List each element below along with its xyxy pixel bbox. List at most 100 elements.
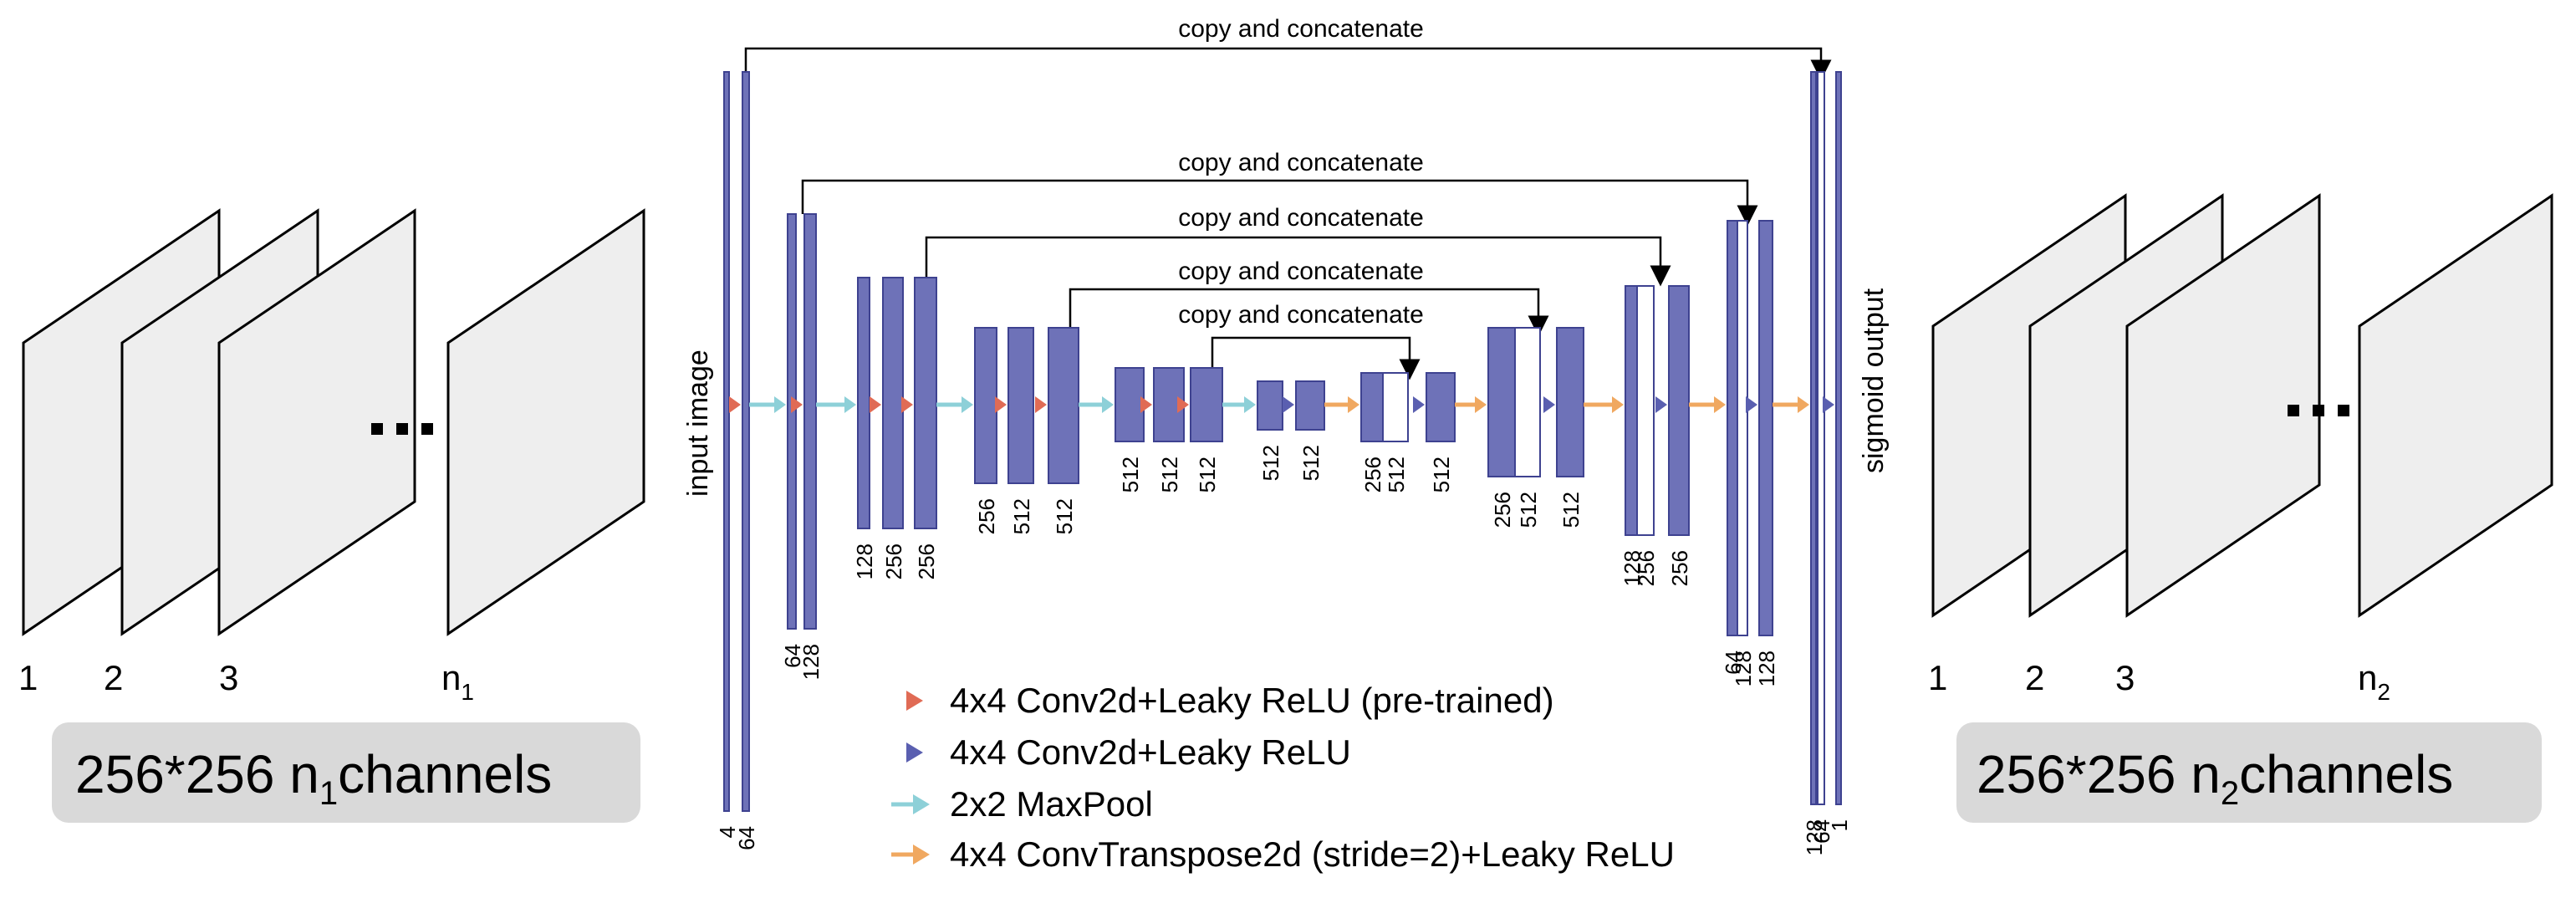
layer-l2-0 <box>857 277 870 529</box>
skip-line-4 <box>1211 336 1421 380</box>
layer-r2-2 <box>1668 285 1690 536</box>
output-index-1: 1 <box>1928 658 1947 697</box>
legend-pretrained-label: 4x4 Conv2d+Leaky ReLU (pre-trained) <box>950 681 1554 720</box>
channel-label-l3-1: 512 <box>1009 498 1034 534</box>
channel-label-l0-0: 4 <box>715 826 740 838</box>
layer-r2-1 <box>1636 285 1655 536</box>
convtranspose-arrow-16 <box>1455 396 1487 413</box>
pretrained-conv-arrow-0 <box>729 396 741 413</box>
skip-label-4: copy and concatenate <box>1178 301 1424 329</box>
convtranspose-arrow-20 <box>1689 396 1726 413</box>
skip-line-1 <box>801 179 1758 227</box>
layer-l5-0 <box>1257 380 1283 431</box>
layer-r0-2 <box>1835 71 1842 805</box>
pretrained-conv-arrow-7 <box>995 396 1007 413</box>
ellipsis-icon <box>2288 405 2349 416</box>
layer-l3-0 <box>974 327 997 484</box>
skip-label-1: copy and concatenate <box>1178 149 1424 176</box>
layer-r4-0 <box>1360 372 1384 442</box>
layer-r4-2 <box>1426 372 1456 442</box>
channel-label-r0-0: 128 <box>1802 819 1827 855</box>
channel-label-r3-0: 256 <box>1490 492 1515 528</box>
conv-arrow-17 <box>1543 396 1555 413</box>
channel-label-r1-2: 128 <box>1754 651 1779 686</box>
layer-r1-1 <box>1737 220 1748 636</box>
pretrained-conv-arrow-11 <box>1177 396 1189 413</box>
conv-arrow-15 <box>1413 396 1425 413</box>
legend-pretrained-icon <box>906 691 923 711</box>
skip-label-0: copy and concatenate <box>1178 15 1424 43</box>
maxpool-arrow-9 <box>1079 396 1114 413</box>
layer-l4-0 <box>1115 367 1145 442</box>
pretrained-conv-arrow-5 <box>901 396 913 413</box>
pretrained-conv-arrow-10 <box>1140 396 1152 413</box>
legend-conv-icon <box>906 742 923 763</box>
skip-connections <box>744 47 1832 380</box>
input-index-n: n1 <box>441 658 474 705</box>
network-layers <box>723 71 1842 812</box>
channel-label-l1-0: 64 <box>780 644 805 668</box>
output-index-3: 3 <box>2115 658 2135 697</box>
layer-l0-0 <box>723 71 730 812</box>
legend-maxpool-label: 2x2 MaxPool <box>950 784 1153 824</box>
skip-label-3: copy and concatenate <box>1178 258 1424 285</box>
channel-label-r2-2: 256 <box>1667 550 1692 586</box>
legend-convtranspose-icon <box>891 844 930 865</box>
channel-label-l4-2: 512 <box>1195 457 1220 492</box>
skip-line-3 <box>1069 288 1549 337</box>
channel-label-r3-2: 512 <box>1558 492 1584 528</box>
channel-label-r2-1: 256 <box>1634 550 1659 586</box>
pretrained-conv-arrow-4 <box>870 396 881 413</box>
layer-l2-2 <box>914 277 937 529</box>
skip-line-0 <box>744 47 1832 81</box>
channel-label-l2-1: 256 <box>881 543 906 579</box>
maxpool-arrow-1 <box>749 396 786 413</box>
input-index-3: 3 <box>219 658 238 697</box>
input-caption: 256*256 n1channels <box>75 744 552 812</box>
input-frame-n <box>446 208 645 636</box>
input-caption-box <box>52 722 640 823</box>
layer-l2-1 <box>882 277 904 529</box>
channel-label-l4-0: 512 <box>1118 457 1143 492</box>
input-stack: 1 2 3 n1 256*256 n1channels <box>18 208 645 823</box>
channel-label-r3-1: 512 <box>1516 492 1541 528</box>
maxpool-arrow-6 <box>936 396 973 413</box>
layer-l1-1 <box>803 213 817 630</box>
maxpool-arrow-12 <box>1222 396 1256 413</box>
ellipsis-icon <box>371 423 433 435</box>
output-frame-n <box>2358 193 2553 618</box>
output-caption: 256*256 n2channels <box>1977 744 2453 812</box>
channel-label-l2-2: 256 <box>914 543 939 579</box>
channel-label-r4-1: 512 <box>1384 457 1409 492</box>
conv-arrow-21 <box>1746 396 1757 413</box>
layer-r2-0 <box>1625 285 1638 536</box>
layer-r0-1 <box>1817 71 1825 805</box>
channel-label-l3-0: 256 <box>974 498 999 534</box>
layer-l5-1 <box>1295 380 1325 431</box>
layer-r4-1 <box>1382 372 1409 442</box>
convtranspose-arrow-22 <box>1773 396 1809 413</box>
channel-label-l0-1: 64 <box>734 826 759 850</box>
layer-l3-1 <box>1007 327 1034 484</box>
channel-label-r2-0: 128 <box>1620 550 1645 586</box>
output-stack: 1 2 3 n2 256*256 n2channels <box>1928 193 2553 823</box>
conv-arrow-19 <box>1655 396 1667 413</box>
pretrained-conv-arrow-8 <box>1035 396 1047 413</box>
channel-label-r4-0: 256 <box>1360 457 1385 492</box>
input-frame-3 <box>217 208 416 636</box>
layer-r3-2 <box>1556 327 1584 477</box>
flow-arrows <box>729 396 1834 413</box>
channel-label-l1-1: 128 <box>798 644 824 680</box>
layer-r3-0 <box>1487 327 1516 477</box>
output-caption-box <box>1956 722 2542 823</box>
channel-label-l5-0: 512 <box>1258 445 1283 481</box>
output-frame-3 <box>2125 193 2321 618</box>
channel-label-r1-0: 64 <box>1721 651 1746 675</box>
channel-label-r0-1: 64 <box>1809 819 1834 844</box>
sigmoid-output-label: sigmoid output <box>1858 288 1890 473</box>
skip-label-2: copy and concatenate <box>1178 204 1424 232</box>
convtranspose-arrow-18 <box>1584 396 1624 413</box>
maxpool-arrow-3 <box>816 396 856 413</box>
